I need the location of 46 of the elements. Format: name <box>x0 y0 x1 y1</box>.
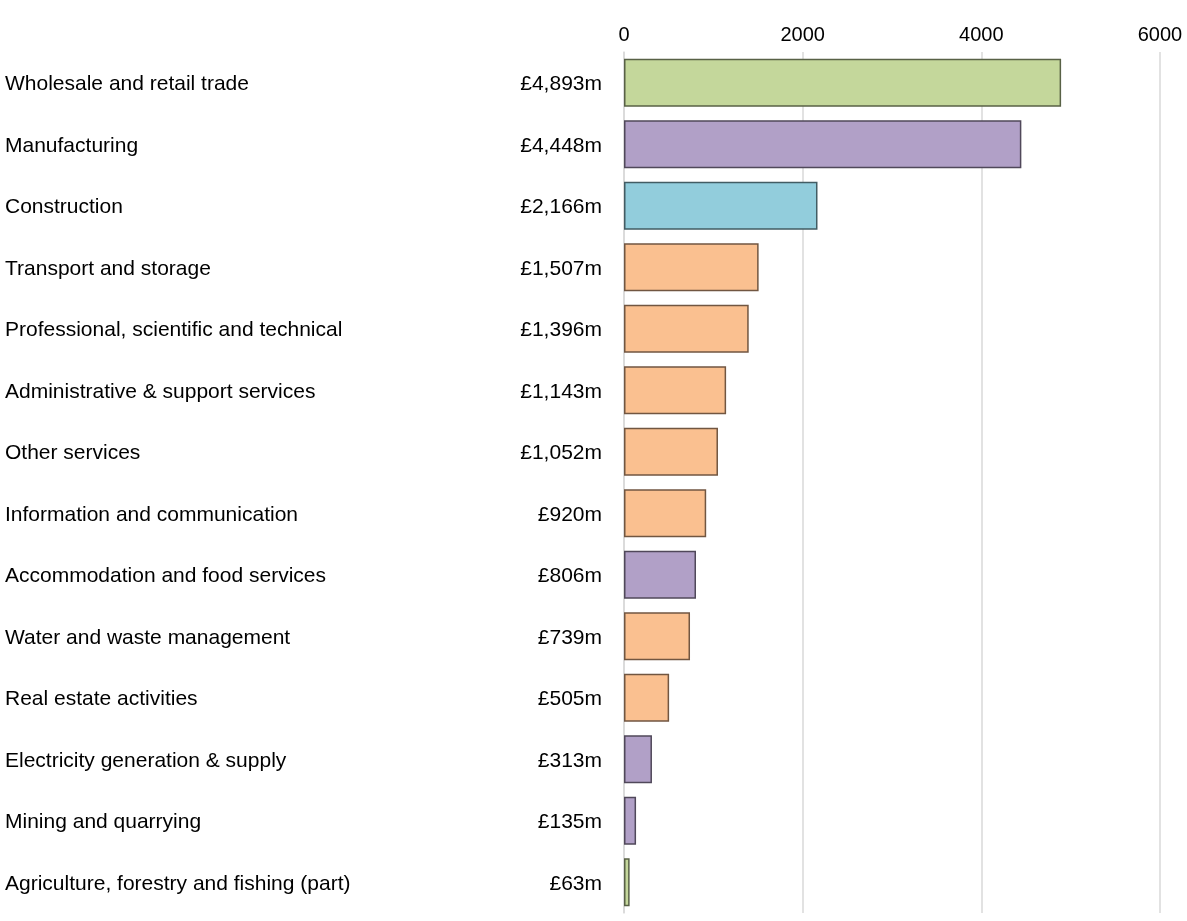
y-tick-label: Construction <box>5 194 123 218</box>
y-tick-label: Electricity generation & supply <box>5 747 287 771</box>
bar <box>624 550 696 599</box>
data-label: £313m <box>537 747 602 771</box>
data-label: £4,893m <box>520 71 602 95</box>
data-label: £4,448m <box>520 132 602 156</box>
y-tick-label: Real estate activities <box>5 686 198 710</box>
bar <box>624 612 691 661</box>
y-tick-label: Manufacturing <box>5 132 139 156</box>
y-tick-label: Administrative & support services <box>5 378 316 402</box>
bar <box>624 796 637 845</box>
data-label: £505m <box>537 686 602 710</box>
data-label: £63m <box>549 870 602 894</box>
data-label: £739m <box>537 624 602 648</box>
x2-tick-label: 2000 <box>780 23 825 45</box>
x2-tick-label: 4000 <box>959 23 1004 45</box>
bar <box>624 489 707 538</box>
y-tick-label: Agriculture, forestry and fishing (part) <box>5 870 351 894</box>
data-label: £2,166m <box>520 194 602 218</box>
y-tick-label: Mining and quarrying <box>5 809 202 833</box>
data-label: £806m <box>537 563 602 587</box>
data-label: £1,143m <box>520 378 602 402</box>
bar <box>624 120 1022 169</box>
bar <box>624 858 630 907</box>
bar <box>624 427 718 476</box>
y-tick-label: Professional, scientific and technical <box>5 317 343 341</box>
y-tick-label: Information and communication <box>5 501 298 525</box>
bar <box>624 58 1062 107</box>
bar <box>624 366 727 415</box>
y-tick-label: Transport and storage <box>5 255 211 279</box>
y-tick-label: Other services <box>5 440 141 464</box>
bar <box>624 243 759 292</box>
y-tick-label: Water and waste management <box>5 624 291 648</box>
data-label: £1,507m <box>520 255 602 279</box>
data-label: £135m <box>537 809 602 833</box>
bar <box>624 304 749 353</box>
y-tick-label: Wholesale and retail trade <box>5 71 249 95</box>
y-tick-label: Accommodation and food services <box>5 563 326 587</box>
bar <box>624 673 670 722</box>
x2-tick-label: 0 <box>618 23 630 45</box>
data-label: £1,052m <box>520 440 602 464</box>
data-label: £1,396m <box>520 317 602 341</box>
data-label: £920m <box>537 501 602 525</box>
x2-tick-label: 6000 <box>1137 23 1183 45</box>
bar <box>624 735 652 784</box>
bar <box>624 181 818 230</box>
